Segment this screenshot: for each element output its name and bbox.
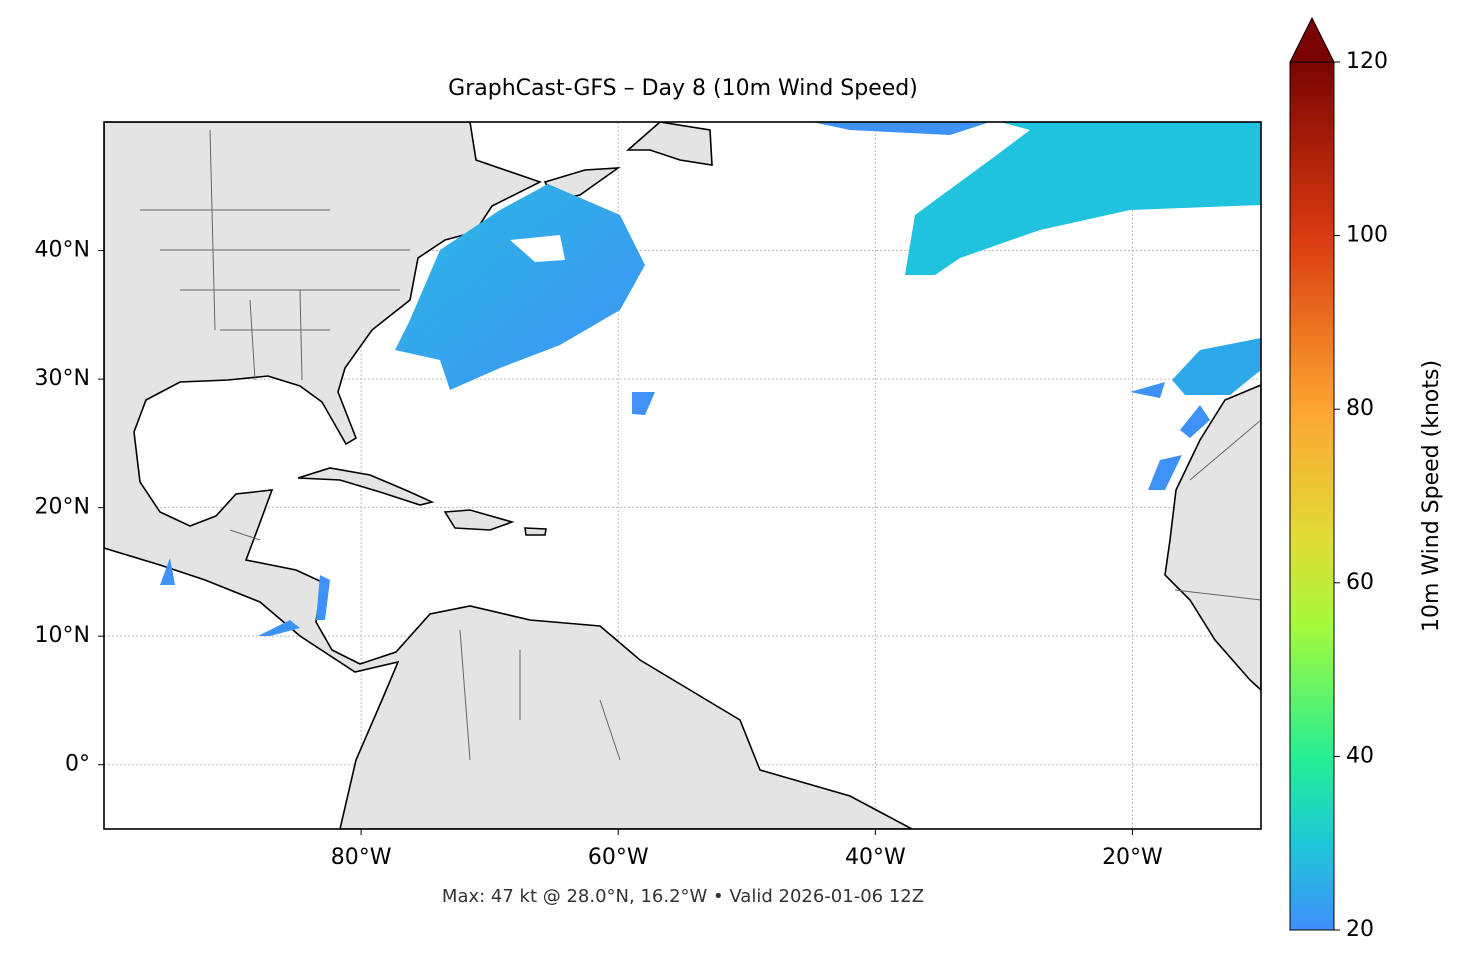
map-layer	[104, 122, 1261, 829]
chart-title: GraphCast-GFS – Day 8 (10m Wind Speed)	[448, 76, 918, 101]
puerto-rico	[524, 527, 547, 536]
hispaniola	[443, 509, 515, 531]
y-tick-label: 30°N	[35, 366, 90, 391]
map-frame	[103, 121, 1262, 830]
x-tick-label: 60°W	[588, 845, 649, 870]
colorbar-label: 10m Wind Speed (knots)	[1419, 360, 1444, 632]
x-tick-label: 80°W	[331, 845, 392, 870]
americas	[104, 122, 913, 829]
y-tick-label: 10°N	[35, 623, 90, 648]
cuba	[297, 467, 435, 506]
colorbar-tick-label: 80	[1346, 396, 1374, 421]
y-tick-label: 20°N	[35, 495, 90, 520]
colorbar-tick-label: 20	[1346, 917, 1374, 942]
wind-field	[160, 122, 1261, 636]
colorbar-extend	[1289, 16, 1335, 63]
state-borders	[140, 129, 1261, 761]
colorbar-tick-label: 120	[1346, 49, 1388, 74]
africa	[1164, 384, 1261, 692]
colorbar-tick-label: 40	[1346, 743, 1374, 768]
x-tick-label: 40°W	[845, 845, 906, 870]
colorbar	[1289, 61, 1335, 931]
newfoundland	[625, 122, 713, 166]
x-tick-label: 20°W	[1102, 845, 1163, 870]
y-tick-label: 40°N	[35, 238, 90, 263]
annotation: Max: 47 kt @ 28.0°N, 16.2°W • Valid 2026…	[442, 886, 924, 907]
y-tick-label: 0°	[65, 752, 90, 777]
colorbar-tick-label: 60	[1346, 570, 1374, 595]
colorbar-tick-label: 100	[1346, 223, 1388, 248]
